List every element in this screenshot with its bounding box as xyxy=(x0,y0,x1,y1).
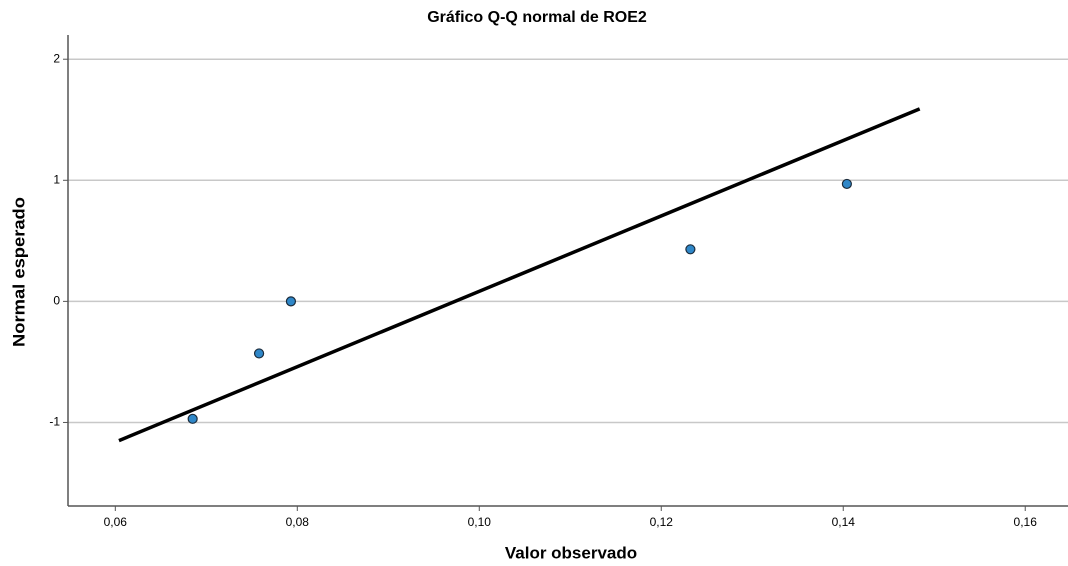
point xyxy=(841,178,852,190)
point xyxy=(187,413,198,424)
y-tick-label: 0 xyxy=(53,294,60,308)
x-tick-label: 0,14 xyxy=(832,515,856,529)
y-tick-label: 1 xyxy=(53,172,60,186)
x-tick-label: 0,06 xyxy=(104,515,128,529)
chart-title: Gráfico Q-Q normal de ROE2 xyxy=(427,9,647,26)
y-tick-label: 2 xyxy=(53,51,60,65)
y-axis-title: Normal esperado xyxy=(9,197,28,347)
x-axis-title: Valor observado xyxy=(505,543,637,562)
x-tick-label: 0,10 xyxy=(468,515,492,529)
point xyxy=(285,296,297,307)
x-tick-label: 0,08 xyxy=(286,515,310,529)
y-tick-label: -1 xyxy=(49,415,60,429)
reference-line xyxy=(118,107,921,443)
point xyxy=(253,348,265,359)
x-tick-label: 0,16 xyxy=(1014,515,1038,529)
point xyxy=(685,244,696,255)
x-tick-label: 0,12 xyxy=(650,515,674,529)
